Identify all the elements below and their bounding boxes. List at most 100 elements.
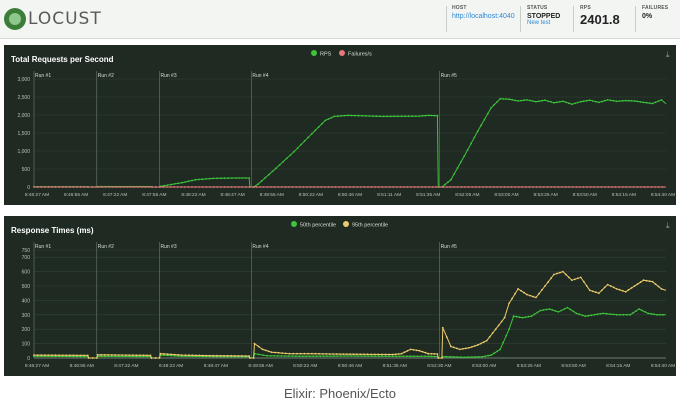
- data-point: [460, 161, 462, 163]
- data-point: [430, 352, 433, 355]
- data-point: [201, 354, 204, 357]
- data-point: [406, 355, 408, 358]
- data-point: [456, 356, 458, 358]
- data-point: [441, 326, 444, 329]
- x-tick-label: 8:53:50 AM: [573, 192, 597, 198]
- new-test-link[interactable]: New test: [527, 20, 551, 26]
- data-point: [407, 115, 410, 118]
- data-point: [241, 177, 244, 179]
- data-point: [413, 355, 415, 358]
- data-point: [277, 186, 280, 188]
- data-point: [578, 186, 581, 188]
- data-point: [453, 186, 455, 188]
- data-point: [121, 355, 124, 358]
- data-point: [252, 186, 254, 188]
- data-point: [548, 308, 551, 310]
- data-point: [277, 351, 280, 354]
- data-point: [79, 354, 82, 357]
- top-bar: LOCUST HOST http://localhost:4040 STATUS…: [0, 0, 680, 39]
- data-point: [562, 100, 564, 103]
- data-point: [262, 186, 265, 188]
- data-point: [96, 353, 99, 356]
- data-point: [607, 186, 610, 188]
- data-point: [639, 101, 642, 103]
- data-point: [216, 354, 218, 357]
- failures-value: 0%: [642, 13, 653, 20]
- y-tick-label: 1,500: [17, 131, 30, 137]
- x-tick-label: 8:54:15 AM: [612, 192, 636, 198]
- data-point: [101, 186, 104, 188]
- data-point: [561, 186, 563, 188]
- data-point: [460, 186, 463, 188]
- data-point: [654, 101, 657, 104]
- data-point: [630, 99, 633, 102]
- data-point: [659, 313, 661, 316]
- data-point: [364, 355, 366, 357]
- data-point: [349, 353, 351, 356]
- data-point: [208, 177, 211, 180]
- data-point: [223, 354, 225, 357]
- data-point: [520, 289, 522, 292]
- x-tick-label: 8:50:22 AM: [299, 192, 323, 198]
- data-point: [285, 352, 287, 355]
- data-point: [65, 354, 68, 357]
- data-point: [402, 355, 405, 358]
- data-point: [493, 352, 496, 355]
- data-point: [589, 186, 592, 188]
- data-point: [593, 313, 596, 316]
- data-point: [420, 186, 423, 188]
- data-point: [657, 285, 660, 288]
- data-point: [651, 102, 654, 105]
- data-point: [257, 183, 259, 186]
- data-point: [237, 186, 240, 188]
- data-point: [154, 357, 157, 359]
- data-point: [444, 183, 446, 186]
- data-point: [541, 99, 543, 102]
- data-point: [395, 355, 398, 358]
- y-tick-label: 200: [22, 327, 31, 333]
- data-point: [223, 177, 226, 180]
- data-point: [389, 115, 392, 118]
- data-point: [424, 114, 427, 117]
- data-point: [633, 285, 636, 287]
- data-point: [308, 355, 311, 358]
- y-tick-label: 400: [22, 298, 31, 304]
- data-point: [535, 186, 538, 188]
- data-point: [288, 352, 291, 355]
- data-point: [591, 100, 594, 102]
- data-point: [58, 354, 60, 357]
- data-point: [647, 186, 649, 188]
- data-point: [484, 355, 487, 358]
- data-point: [529, 294, 531, 297]
- data-point: [502, 341, 504, 344]
- host-value[interactable]: http://localhost:4040: [452, 13, 515, 20]
- data-point: [158, 186, 161, 188]
- data-point: [79, 186, 82, 188]
- data-point: [288, 186, 290, 188]
- data-point: [485, 186, 488, 188]
- data-point: [87, 357, 90, 359]
- data-point: [627, 288, 630, 291]
- data-point: [473, 345, 476, 347]
- data-point: [547, 100, 549, 102]
- data-point: [503, 186, 506, 188]
- data-point: [230, 354, 233, 357]
- x-tick-label: 8:53:00 AM: [494, 192, 518, 198]
- data-point: [547, 281, 549, 284]
- run-marker-label: Run #1: [35, 244, 51, 250]
- y-tick-label: 500: [22, 167, 31, 173]
- data-point: [296, 147, 299, 149]
- data-point: [61, 186, 64, 188]
- data-point: [424, 355, 426, 358]
- data-point: [282, 160, 285, 163]
- data-point: [333, 355, 335, 357]
- data-point: [505, 335, 507, 337]
- data-point: [560, 309, 563, 312]
- data-point: [604, 186, 606, 188]
- data-point: [553, 101, 555, 104]
- data-point: [180, 186, 183, 188]
- data-point: [103, 354, 106, 356]
- x-tick-label: 8:47:22 AM: [103, 192, 127, 198]
- data-point: [398, 355, 401, 358]
- data-point: [562, 270, 564, 273]
